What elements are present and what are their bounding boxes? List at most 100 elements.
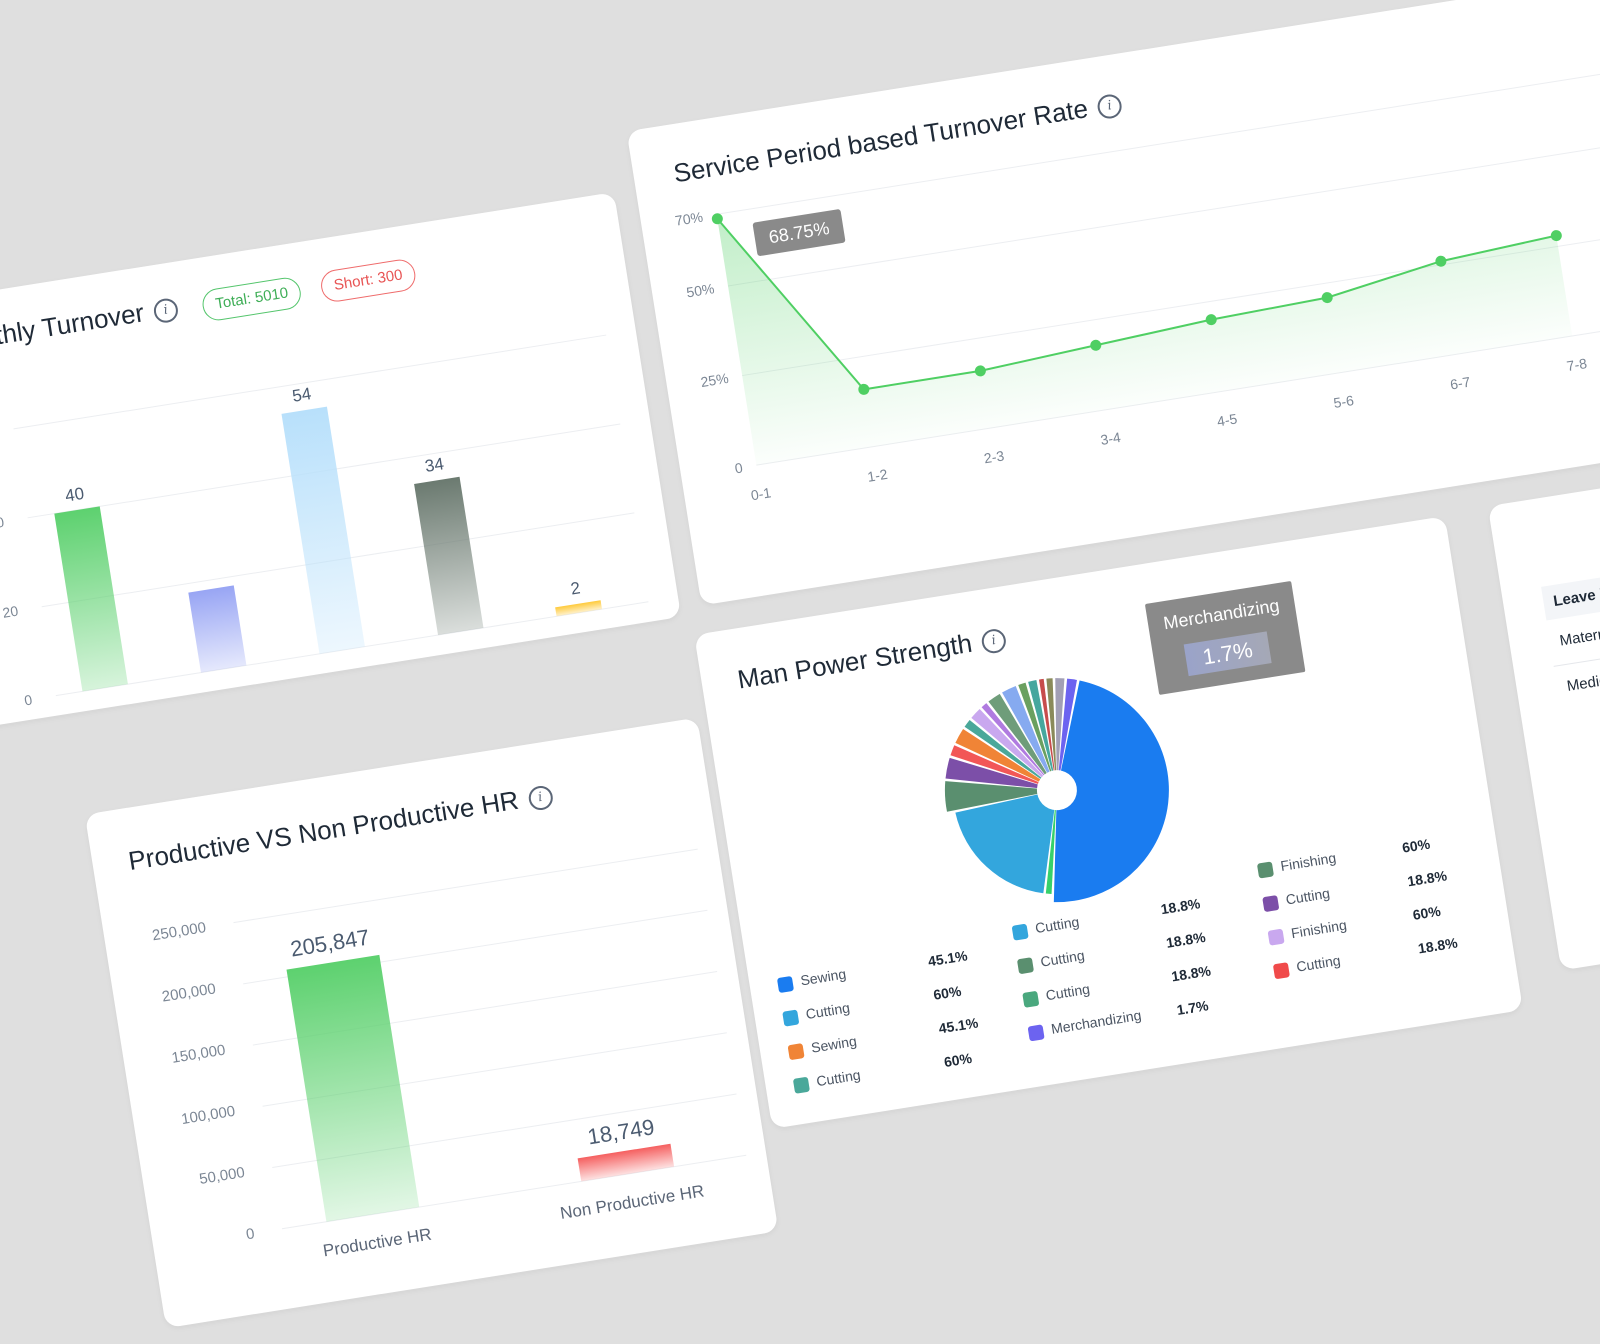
y-tick-label: 50,000 <box>198 1164 246 1188</box>
x-tick-label: Apr <box>334 667 358 686</box>
legend-item[interactable]: Cutting <box>1262 885 1331 912</box>
y-tick-label: 50% <box>685 280 715 300</box>
x-tick-label: 3-4 <box>1099 429 1122 448</box>
data-point[interactable] <box>1321 291 1334 304</box>
legend-item[interactable]: Cutting <box>1016 946 1086 975</box>
x-tick-label: Feb <box>96 705 123 725</box>
y-tick-label: 0 <box>23 691 33 708</box>
leave-row-1[interactable]: Medical L <box>1565 668 1600 695</box>
legend-swatch <box>1011 923 1029 941</box>
pie-slice[interactable] <box>988 687 1057 798</box>
legend-item[interactable]: Cutting <box>1272 952 1342 980</box>
x-tick-label: 4-5 <box>1216 410 1239 429</box>
y-tick-label: 150,000 <box>170 1042 226 1067</box>
legend-value: 18.8% <box>1159 895 1202 918</box>
y-tick-label: 20 <box>1 603 19 621</box>
pie-slice[interactable] <box>1028 680 1057 792</box>
data-point[interactable] <box>858 383 871 396</box>
bar-jun[interactable] <box>555 600 602 617</box>
pie-slice[interactable] <box>970 699 1057 801</box>
x-tick-label: Jun <box>571 630 596 649</box>
y-tick-label: 25% <box>699 370 729 390</box>
pie-slice[interactable] <box>981 694 1057 799</box>
monthly-turnover-card: Monthly Turnover i Total: 5010 Short: 300… <box>0 192 682 730</box>
bar-feb[interactable] <box>54 506 128 692</box>
legend-item[interactable]: Cutting <box>782 999 851 1027</box>
data-point[interactable] <box>1205 313 1218 326</box>
pie-slice[interactable] <box>1001 682 1057 796</box>
legend-swatch <box>1256 861 1275 879</box>
pie-slice[interactable] <box>942 764 1057 812</box>
turnover-area <box>717 218 1573 466</box>
legend-label: Cutting <box>804 999 851 1023</box>
legend-item[interactable]: Finishing <box>1267 917 1348 946</box>
bar-non-productive-hr[interactable] <box>577 1143 675 1182</box>
x-tick-label: Productive HR <box>322 1225 433 1261</box>
y-tick-label: 70% <box>674 209 704 229</box>
y-tick-label: 200,000 <box>161 980 217 1005</box>
y-tick-label: 0 <box>245 1225 256 1243</box>
legend-item[interactable]: Sewing <box>787 1032 858 1061</box>
data-point[interactable] <box>1435 255 1448 268</box>
data-point[interactable] <box>974 365 987 378</box>
bar-value-label: 18,749 <box>586 1114 656 1149</box>
data-point[interactable] <box>1550 229 1563 242</box>
legend-value: 45.1% <box>926 947 969 970</box>
pie-slice[interactable] <box>953 716 1057 805</box>
turnover-line <box>716 218 1557 391</box>
bar-value-label: 205,847 <box>289 924 371 961</box>
y-tick-label: 0 <box>734 459 744 476</box>
pie-slice[interactable] <box>1040 677 1082 791</box>
legend-value: 45.1% <box>937 1014 980 1037</box>
pie-slice[interactable] <box>949 731 1057 806</box>
gridline <box>233 848 698 924</box>
legend-item[interactable]: Merchandizing <box>1027 1006 1143 1042</box>
legend-swatch <box>1262 894 1280 912</box>
legend-label: Finishing <box>1289 916 1348 942</box>
legend-label: Finishing <box>1279 849 1338 875</box>
pie-slice[interactable] <box>1040 677 1094 791</box>
pie-slice[interactable] <box>1020 669 1185 904</box>
bar-value-label: 40 <box>64 484 86 506</box>
legend-item[interactable]: Sewing <box>776 965 848 993</box>
legend-label: Merchandizing <box>1049 1006 1143 1037</box>
legend-label: Sewing <box>809 1032 858 1056</box>
pie-slice[interactable] <box>954 790 1072 905</box>
x-tick-label: 7-8 <box>1565 355 1588 374</box>
productive-hr-chart: 0 50,000 100,000 150,000 200,000 250,000 205,… <box>151 848 747 1261</box>
leave-table-header: Leave Name <box>1541 522 1600 621</box>
legend-item[interactable]: Cutting <box>1022 981 1091 1008</box>
bar-mar[interactable] <box>188 585 247 673</box>
legend-item[interactable]: Cutting <box>1011 913 1081 941</box>
pie-slice[interactable] <box>1039 678 1070 791</box>
turnover-tooltip-value: 68.75% <box>767 217 831 248</box>
legend-label: Cutting <box>1033 913 1081 937</box>
pie-slice[interactable] <box>1030 790 1073 895</box>
x-tick-label: 6-7 <box>1449 374 1472 393</box>
bar-may[interactable] <box>414 476 484 636</box>
legend-label: Cutting <box>1039 946 1086 970</box>
bar-value-label: 34 <box>424 454 446 476</box>
leave-row-0[interactable]: Maternity L <box>1558 621 1600 650</box>
data-point[interactable] <box>1090 339 1103 352</box>
bar-apr[interactable] <box>281 406 365 654</box>
legend-item[interactable]: Finishing <box>1256 849 1338 879</box>
legend-item[interactable]: Cutting <box>792 1067 862 1094</box>
legend-swatch <box>776 975 795 993</box>
leave-card: Leave Name Maternity L Medical L <box>1487 443 1600 971</box>
x-tick-label: May <box>451 648 480 668</box>
x-tick-label: Non Productive HR <box>559 1181 706 1223</box>
legend-swatch <box>782 1009 800 1027</box>
pie-slice[interactable] <box>1018 680 1057 793</box>
bar-productive-hr[interactable] <box>286 954 420 1222</box>
pie-center-hole <box>1036 770 1077 811</box>
pie-slice[interactable] <box>942 742 1057 807</box>
pie-slice[interactable] <box>1039 678 1061 791</box>
legend-swatch <box>1272 961 1290 980</box>
gridline <box>727 140 1600 287</box>
legend-swatch <box>1022 990 1040 1008</box>
data-point[interactable] <box>711 212 724 225</box>
pie-slice[interactable] <box>964 708 1057 803</box>
legend-label: Sewing <box>799 965 848 989</box>
